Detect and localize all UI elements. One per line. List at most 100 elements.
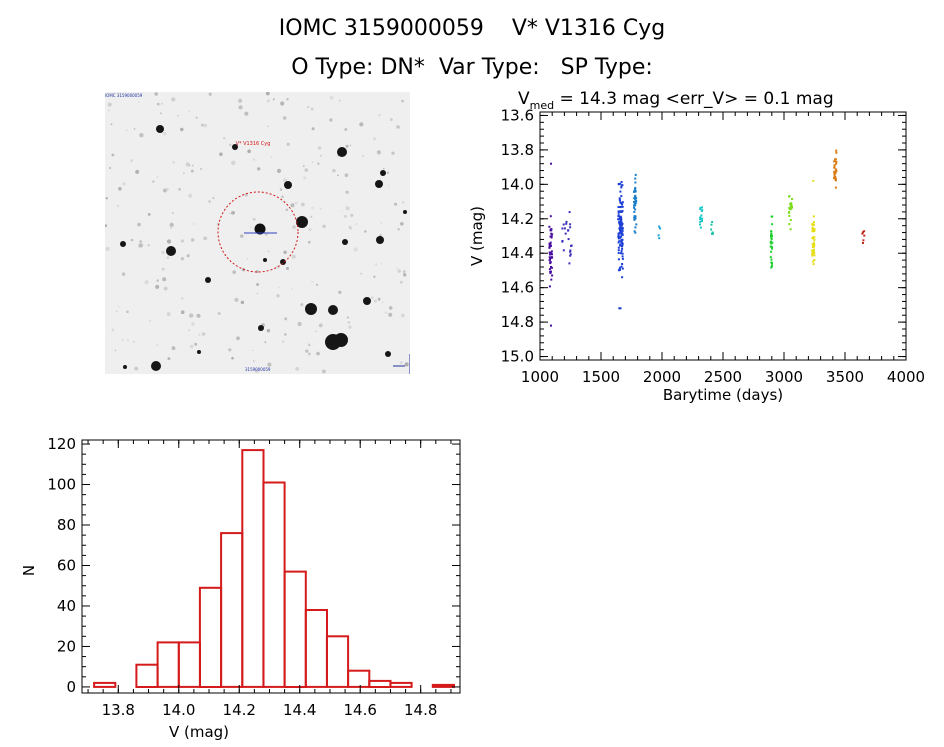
data-point xyxy=(549,272,552,275)
data-point xyxy=(618,221,621,224)
data-point xyxy=(620,218,623,221)
data-point xyxy=(549,229,552,232)
faint-star xyxy=(267,362,272,367)
bright-star xyxy=(296,216,308,228)
faint-star xyxy=(349,144,352,146)
data-point xyxy=(550,235,553,238)
x-tick-label: 14.2 xyxy=(223,701,256,719)
histogram-bar xyxy=(198,586,223,688)
bright-star xyxy=(258,325,264,331)
faint-star xyxy=(180,239,185,243)
data-point xyxy=(621,210,624,212)
faint-star xyxy=(265,92,270,96)
faint-star xyxy=(276,168,282,173)
faint-star xyxy=(310,215,313,218)
faint-star xyxy=(188,110,190,112)
x-tick-label: 2500 xyxy=(704,368,742,386)
data-point xyxy=(619,215,622,218)
bright-star xyxy=(156,125,164,133)
bright-star xyxy=(284,181,292,189)
data-point xyxy=(549,241,552,244)
faint-star xyxy=(396,268,398,270)
data-point xyxy=(834,186,837,189)
faint-star xyxy=(212,197,215,200)
data-point xyxy=(711,231,714,234)
data-point xyxy=(700,210,703,212)
data-point xyxy=(617,206,620,208)
data-point xyxy=(617,249,620,252)
data-point xyxy=(619,206,622,209)
data-point xyxy=(634,215,637,218)
data-point xyxy=(550,278,553,281)
data-point xyxy=(620,265,623,268)
data-point xyxy=(621,244,624,247)
faint-star xyxy=(246,258,249,260)
faint-star xyxy=(397,228,400,231)
faint-star xyxy=(160,102,163,105)
faint-star xyxy=(308,228,312,232)
data-point xyxy=(789,204,792,207)
data-point xyxy=(833,170,836,173)
faint-star xyxy=(135,169,140,174)
data-point xyxy=(621,205,624,208)
faint-star xyxy=(394,202,398,206)
data-point xyxy=(833,177,836,180)
data-point xyxy=(617,241,620,244)
lightcurve-header: Vmed = 14.3 mag <err_V> = 0.1 mag xyxy=(518,89,834,112)
lightcurve-header-symbol: V xyxy=(518,89,530,109)
data-point xyxy=(812,215,815,218)
data-point xyxy=(618,240,621,243)
data-point xyxy=(787,211,790,214)
faint-star xyxy=(285,208,289,212)
faint-star xyxy=(138,101,140,104)
faint-star xyxy=(379,234,382,237)
faint-star xyxy=(171,346,176,351)
data-point xyxy=(862,242,864,244)
data-point xyxy=(811,243,814,246)
faint-star xyxy=(347,321,351,324)
data-point xyxy=(617,183,620,186)
y-tick-label: 60 xyxy=(57,556,76,574)
bright-star xyxy=(197,350,201,354)
data-point xyxy=(812,249,815,252)
data-point xyxy=(551,253,553,256)
data-point xyxy=(790,202,793,205)
y-tick-label: 13.8 xyxy=(501,141,534,159)
data-point xyxy=(620,224,623,226)
bright-star xyxy=(263,258,267,262)
faint-star xyxy=(372,137,377,141)
faint-star xyxy=(217,312,221,315)
data-point xyxy=(862,231,864,234)
light-curve-chart: Vmed = 14.3 mag <err_V> = 0.1 mag 1000 150… xyxy=(468,89,925,404)
data-point xyxy=(621,267,624,270)
faint-star xyxy=(191,169,194,173)
faint-star xyxy=(138,243,143,248)
lightcurve-header-subscript: med xyxy=(530,99,554,112)
faint-star xyxy=(191,322,195,326)
data-point xyxy=(834,177,837,180)
data-point xyxy=(788,214,791,217)
data-point xyxy=(621,233,624,236)
data-point xyxy=(550,251,553,254)
faint-star xyxy=(286,142,290,146)
faint-star xyxy=(169,222,174,227)
data-point xyxy=(813,243,816,246)
data-point xyxy=(617,234,620,237)
data-point xyxy=(548,246,551,249)
faint-star xyxy=(134,366,139,371)
faint-star xyxy=(156,344,159,347)
faint-star xyxy=(251,349,254,352)
faint-star xyxy=(283,178,288,183)
data-point xyxy=(813,228,816,230)
data-point xyxy=(618,269,621,271)
faint-star xyxy=(319,323,323,327)
data-point xyxy=(551,274,554,277)
faint-star xyxy=(231,356,234,360)
faint-star xyxy=(253,360,255,362)
data-point xyxy=(791,198,794,200)
data-point xyxy=(634,231,637,234)
faint-star xyxy=(147,244,150,247)
data-point xyxy=(633,218,636,221)
data-point xyxy=(548,256,551,259)
data-point xyxy=(835,149,838,152)
